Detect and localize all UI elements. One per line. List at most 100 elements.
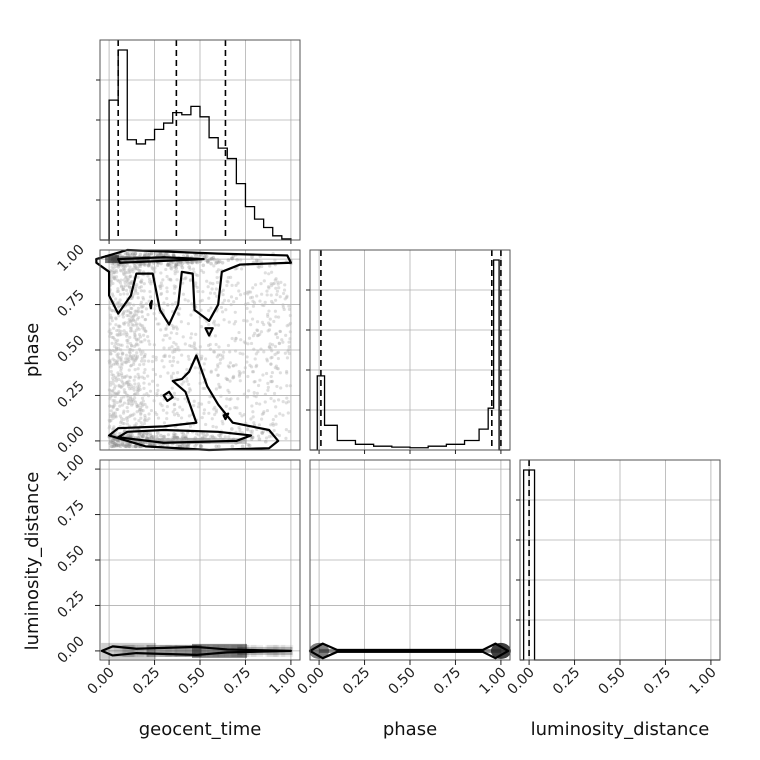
contour-phase-vs-geocent-time bbox=[222, 412, 230, 421]
scatter-point bbox=[284, 436, 288, 440]
scatter-point bbox=[185, 431, 190, 435]
scatter-point bbox=[120, 363, 124, 367]
scatter-point bbox=[125, 263, 129, 267]
scatter-point bbox=[133, 309, 137, 313]
scatter-point bbox=[111, 427, 115, 431]
scatter-point bbox=[165, 333, 169, 337]
scatter-point bbox=[108, 419, 112, 423]
scatter-point bbox=[111, 413, 115, 418]
scatter-point bbox=[113, 441, 117, 446]
scatter-point bbox=[112, 411, 116, 415]
scatter-point bbox=[113, 391, 118, 395]
x-tick-label: 1.00 bbox=[266, 665, 299, 698]
scatter-point bbox=[163, 252, 168, 257]
scatter-point bbox=[125, 418, 129, 423]
scatter-point bbox=[169, 278, 173, 282]
scatter-point bbox=[116, 265, 121, 269]
scatter-point bbox=[111, 398, 115, 403]
scatter-point bbox=[129, 326, 133, 330]
scatter-point bbox=[114, 431, 118, 436]
scatter-point bbox=[135, 317, 140, 321]
scatter-point bbox=[125, 381, 129, 385]
scatter-point bbox=[255, 328, 260, 333]
scatter-point bbox=[141, 326, 145, 330]
scatter-point bbox=[112, 263, 116, 267]
scatter-point bbox=[232, 322, 236, 326]
scatter-point bbox=[129, 306, 133, 310]
scatter-point bbox=[111, 440, 116, 445]
scatter-point bbox=[148, 290, 152, 294]
scatter-point bbox=[247, 389, 251, 393]
scatter-point bbox=[184, 444, 188, 449]
scatter-point bbox=[237, 330, 241, 335]
scatter-point bbox=[116, 374, 120, 378]
scatter-point bbox=[121, 288, 125, 292]
scatter-point bbox=[120, 312, 125, 317]
scatter-point bbox=[144, 435, 149, 440]
scatter-point bbox=[211, 282, 215, 286]
scatter-point bbox=[123, 444, 128, 449]
scatter-point bbox=[230, 283, 234, 287]
scatter-point bbox=[216, 323, 221, 327]
scatter-point bbox=[125, 292, 130, 296]
scatter-point bbox=[148, 433, 153, 438]
contour-phase-vs-geocent-time bbox=[95, 248, 293, 326]
scatter-point bbox=[225, 377, 230, 382]
scatter-point bbox=[122, 278, 126, 282]
scatter-point bbox=[271, 423, 276, 427]
scatter-point bbox=[155, 263, 160, 268]
scatter-point bbox=[164, 267, 168, 272]
scatter-point bbox=[134, 342, 139, 346]
scatter-point bbox=[250, 370, 255, 374]
scatter-point bbox=[130, 357, 134, 361]
scatter-point bbox=[254, 365, 258, 369]
scatter-point bbox=[125, 271, 129, 275]
scatter-point bbox=[114, 340, 118, 344]
scatter-point bbox=[184, 276, 188, 280]
scatter-point bbox=[180, 444, 185, 449]
scatter-point bbox=[254, 352, 258, 356]
scatter-point bbox=[165, 296, 169, 301]
scatter-point bbox=[172, 261, 176, 265]
scatter-point bbox=[164, 326, 168, 330]
scatter-point bbox=[141, 409, 145, 413]
scatter-point bbox=[267, 435, 271, 439]
scatter-point bbox=[242, 392, 246, 396]
scatter-point bbox=[145, 431, 149, 435]
scatter-point bbox=[126, 444, 131, 448]
scatter-point bbox=[233, 310, 237, 314]
scatter-point bbox=[266, 285, 271, 289]
scatter-point bbox=[155, 391, 159, 396]
scatter-point bbox=[199, 357, 203, 361]
scatter-point bbox=[281, 303, 285, 307]
scatter-point bbox=[266, 329, 270, 333]
scatter-point bbox=[125, 345, 130, 349]
scatter-point bbox=[128, 311, 132, 315]
scatter-point bbox=[281, 291, 286, 296]
scatter-point bbox=[122, 309, 126, 314]
scatter-point bbox=[139, 359, 144, 363]
scatter-point bbox=[141, 297, 146, 301]
scatter-point bbox=[275, 432, 279, 437]
scatter-point bbox=[130, 397, 135, 402]
scatter-point bbox=[112, 386, 116, 390]
scatter-point bbox=[110, 335, 114, 339]
scatter-point bbox=[127, 442, 132, 447]
scatter-point bbox=[251, 334, 256, 338]
scatter-point bbox=[110, 394, 114, 398]
scatter-point bbox=[212, 319, 217, 323]
scatter-point bbox=[118, 343, 123, 347]
scatter-point bbox=[155, 434, 159, 439]
density-block bbox=[224, 644, 237, 657]
scatter-point bbox=[124, 393, 129, 397]
scatter-point bbox=[118, 333, 122, 337]
scatter-point bbox=[134, 322, 139, 326]
scatter-point bbox=[108, 412, 112, 417]
scatter-point bbox=[276, 350, 281, 354]
scatter-point bbox=[129, 396, 133, 401]
scatter-point bbox=[116, 355, 120, 359]
scatter-point bbox=[108, 439, 113, 443]
x-tick-label: 0.00 bbox=[85, 665, 118, 698]
scatter-point bbox=[115, 347, 119, 352]
scatter-point bbox=[192, 341, 197, 345]
